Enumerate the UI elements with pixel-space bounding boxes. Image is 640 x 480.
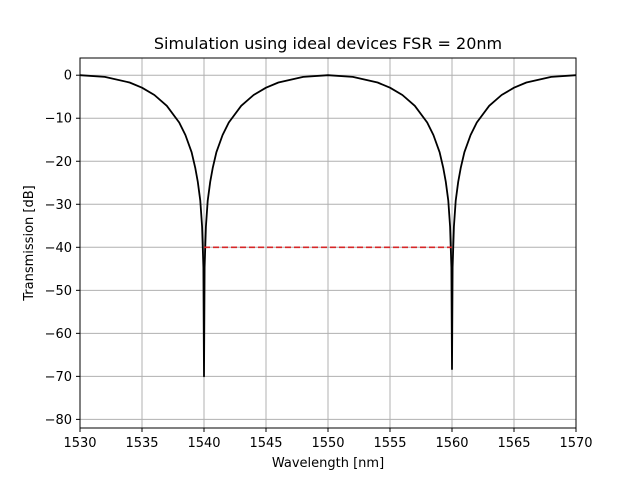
chart-title: Simulation using ideal devices FSR = 20n…: [154, 34, 502, 53]
y-tick-label: −70: [45, 370, 72, 385]
y-tick-label: −50: [45, 284, 72, 299]
y-tick-label: −80: [45, 413, 72, 428]
y-axis-label: Transmission [dB]: [22, 185, 37, 301]
x-axis-label: Wavelength [nm]: [272, 456, 384, 471]
transmission-line: [79, 74, 577, 378]
x-tick-label: 1560: [435, 436, 468, 451]
x-tick-label: 1550: [311, 436, 344, 451]
y-tick-label: −40: [45, 241, 72, 256]
x-tick-label: 1530: [63, 436, 96, 451]
plot-area: [79, 74, 577, 378]
x-tick-label: 1535: [125, 436, 158, 451]
x-tick-label: 1570: [559, 436, 592, 451]
y-tick-label: −60: [45, 327, 72, 342]
grid: [79, 58, 577, 428]
y-tick-label: 0: [64, 69, 72, 84]
y-tick-label: −20: [45, 155, 72, 170]
y-tick-label: −30: [45, 198, 72, 213]
x-tick-label: 1565: [497, 436, 530, 451]
x-tick-label: 1540: [187, 436, 220, 451]
axis-ticks: 1530 1535 1540 1545 1550 1555 1560 1565 1570 0 −10…: [45, 69, 593, 451]
y-tick-label: −10: [45, 112, 72, 127]
x-tick-label: 1545: [249, 436, 282, 451]
x-tick-label: 1555: [373, 436, 406, 451]
